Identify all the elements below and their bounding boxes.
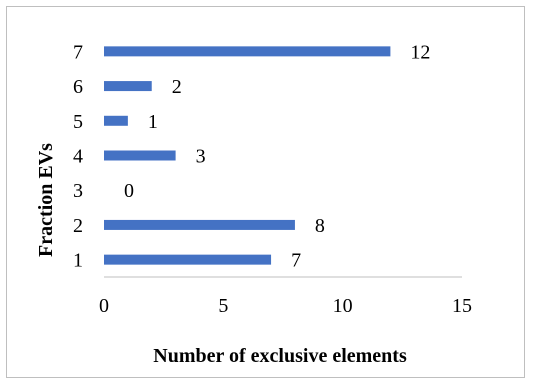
y-tick-label-2: 2: [73, 215, 83, 237]
bar-4: [104, 150, 176, 161]
bar-5: [104, 115, 128, 126]
y-tick-label-3: 3: [73, 180, 83, 202]
chart-frame: [6, 6, 525, 378]
x-tick-label-0: 0: [99, 295, 109, 317]
bar-2: [104, 219, 295, 230]
data-labels-group: 78 0 3 12 12: [124, 41, 430, 271]
data-label-2: 8: [315, 215, 325, 237]
bar-7: [104, 46, 391, 57]
y-tick-label-5: 5: [73, 111, 83, 133]
data-label-1: 7: [291, 250, 301, 272]
x-tick-label-10: 10: [333, 295, 353, 317]
bar-1: [104, 254, 272, 265]
bar-6: [104, 81, 152, 92]
y-tick-label-4: 4: [73, 146, 83, 168]
data-label-6: 2: [172, 76, 182, 98]
y-tick-label-1: 1: [73, 250, 83, 272]
x-axis-title: Number of exclusive elements: [153, 345, 407, 367]
data-label-4: 3: [196, 146, 206, 168]
y-tick-labels-group: 1 2 3 4 5 6 7: [73, 41, 83, 271]
x-tick-label-15: 15: [452, 295, 472, 317]
bars-group: [104, 46, 391, 265]
y-tick-label-6: 6: [73, 76, 83, 98]
y-axis-title: Fraction EVs: [35, 143, 57, 257]
y-tick-label-7: 7: [73, 41, 83, 63]
x-tick-labels-group: 0 5 10 15: [99, 295, 472, 317]
data-label-7: 12: [410, 41, 430, 63]
x-tick-label-5: 5: [218, 295, 228, 317]
data-label-5: 1: [148, 111, 158, 133]
data-label-3: 0: [124, 180, 134, 202]
